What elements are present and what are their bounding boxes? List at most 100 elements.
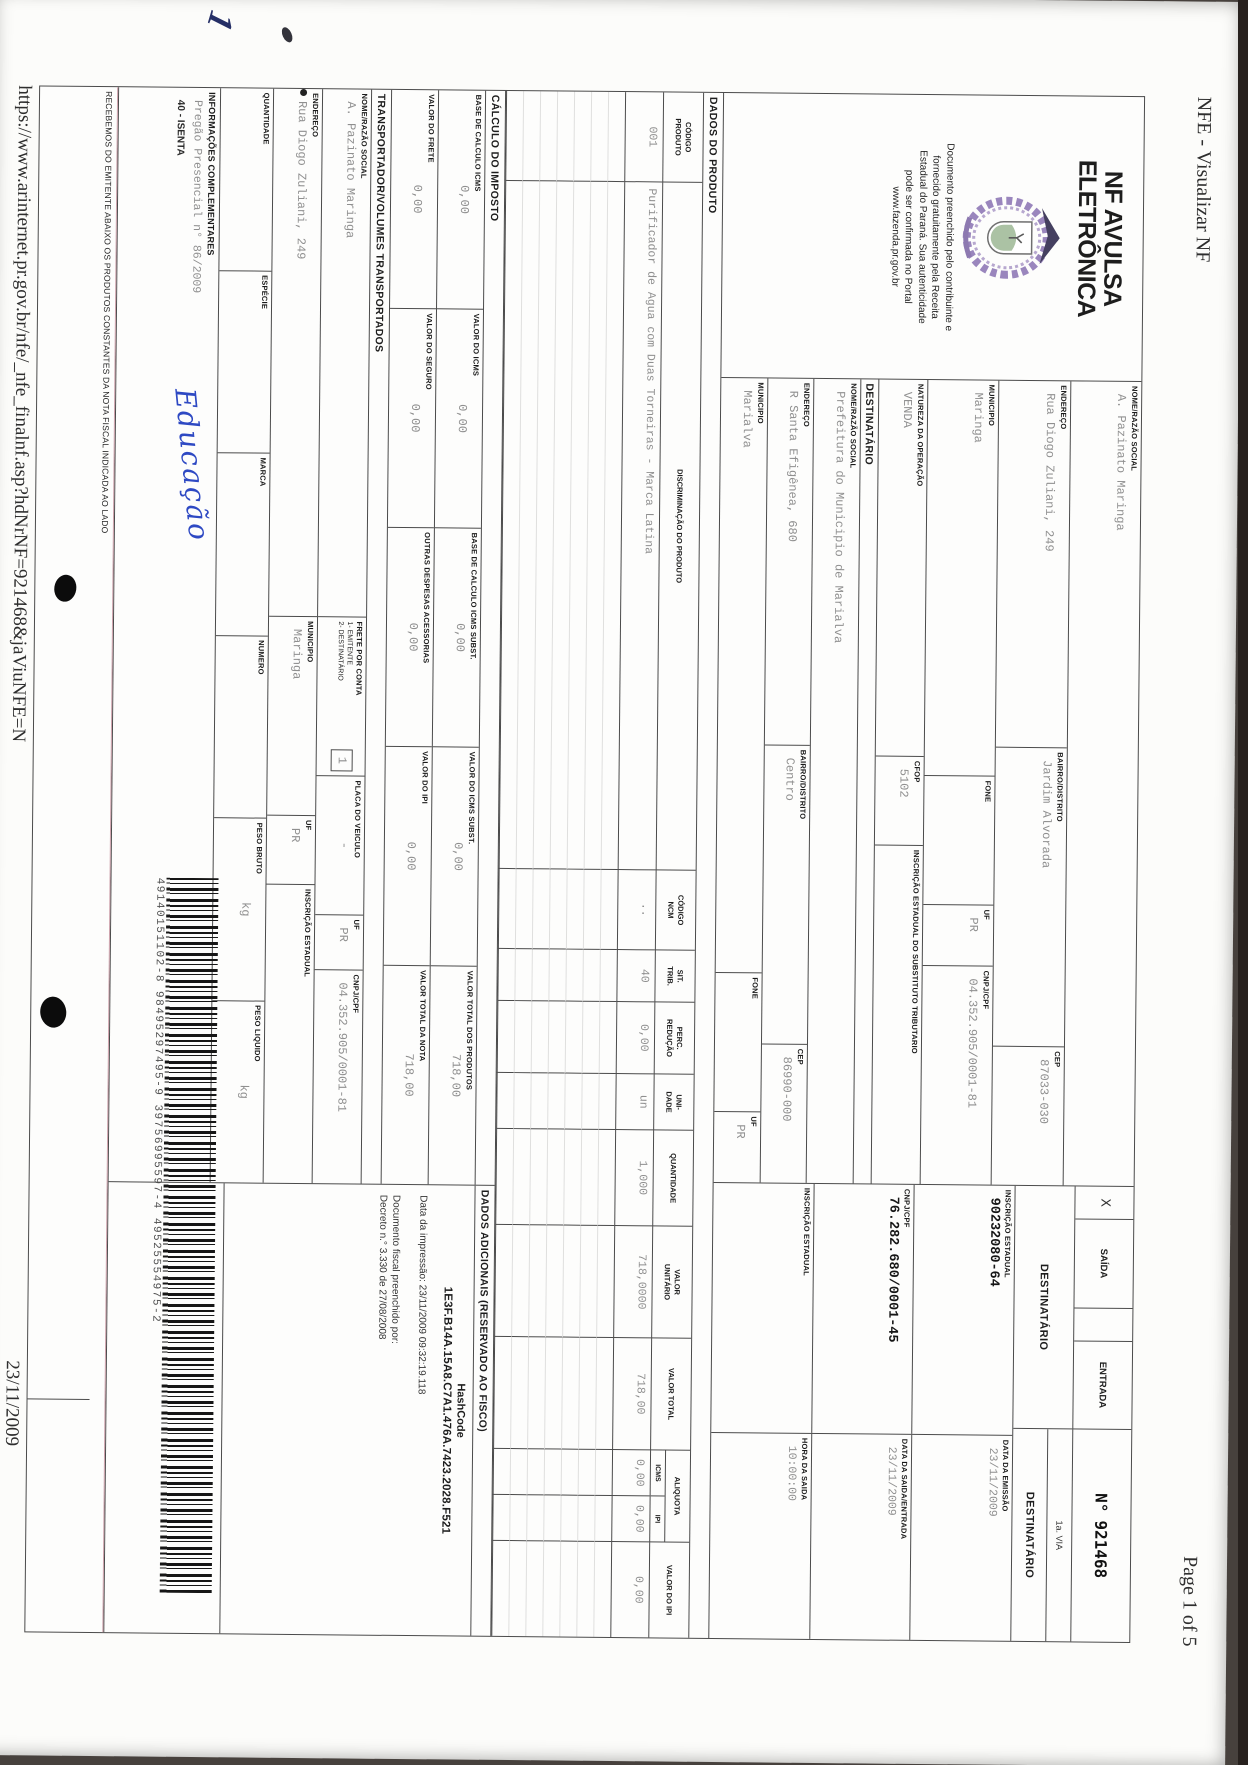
ipi-total-label: VALOR DO IPI — [420, 751, 430, 804]
volume-number-label: NUMERO — [256, 640, 266, 675]
product-empty-cell — [531, 949, 549, 1002]
invoice-number: N° 921468 — [1070, 1429, 1132, 1642]
product-empty-cell — [577, 1495, 595, 1542]
product-empty-cell — [595, 1337, 614, 1451]
product-empty-cell — [545, 1225, 564, 1338]
freight-value-value: 0,00 — [409, 184, 425, 214]
exit-time-value: 10:00:00 — [784, 1445, 798, 1502]
product-empty-cell — [556, 91, 575, 182]
product-empty-cell — [539, 91, 558, 182]
other-expenses-cell: OUTRAS DESPESAS ACESSORIAS 0,00 — [385, 527, 434, 748]
issuer-city-value: Maringa — [970, 392, 986, 443]
invoice-number-cell: N° 921468 1a. VIA DESTINATÁRIO — [1011, 1429, 1132, 1642]
operation-nature-row: NATUREZA DA OPERAÇÃO VENDA CFOP 5102 INS… — [870, 379, 927, 1184]
recipient-phone-value — [747, 977, 748, 1107]
recipient-address-row: ENDEREÇO R Santa Efigênea, 680 BAIRRO/DI… — [759, 378, 814, 1183]
form-title: NF AVULSA ELETRÔNICA — [1072, 104, 1127, 372]
aliquota-ipi-header: IPI — [653, 1514, 661, 1524]
recipient-cnpj-cell: CNPJ/CPF 76.282.680/0001-45 — [810, 1183, 914, 1434]
handwritten-page-mark: 1 — [199, 6, 243, 36]
issuer-cnpj-value: 04.352.905/0001-81 — [964, 978, 980, 1109]
product-empty-cell — [581, 1001, 600, 1074]
issuer-city-row: MUNICIPIO Maringa FONE UF PR CNPJ/CPF 04… — [919, 379, 999, 1185]
carrier-city-cell: MUNICIPIO Maringa — [267, 616, 318, 817]
issuer-address-row: ENDEREÇO Rua Diogo Zuliani, 249 BAIRRO/D… — [990, 380, 1070, 1186]
recipient-district-cell: BAIRRO/DISTRITO Centro — [761, 745, 811, 1045]
product-empty-cell — [494, 1224, 513, 1338]
product-empty-cell — [547, 1073, 565, 1130]
issuer-address-label: ENDEREÇO — [1058, 385, 1068, 430]
issuer-phone-value — [980, 781, 981, 901]
issuer-cep-value: 87033-030 — [1035, 1059, 1051, 1125]
col-header-ipi-value: VALOR DO IPI — [648, 1542, 690, 1638]
invoice-total-label: VALOR TOTAL DA NOTA — [417, 970, 428, 1062]
hashcode-box: HashCode 1E3F.B14A.15A8.C7A1.476A.7423.2… — [219, 1183, 475, 1636]
issuer-district-value: Jardim Alvorada — [1038, 760, 1054, 869]
product-empty-cell — [548, 869, 567, 950]
issuer-and-recipient-fields: NOME/RAZÃO SOCIAL A. Pazinato Maringa EN… — [714, 378, 1142, 1187]
col-header-total-value: VALOR TOTAL — [650, 1338, 692, 1451]
emission-date-cell: DATA DA EMISSÃO 23/11/2009 — [909, 1434, 1013, 1641]
icms-base-cell: BASE DE CALCULO ICMS 0,00 — [437, 90, 486, 310]
product-empty-cell — [559, 1541, 578, 1637]
issuer-phone-label: FONE — [983, 780, 993, 803]
carrier-cnpj-value: 04.352.905/0001-81 — [334, 982, 350, 1113]
product-empty-cell — [495, 1128, 514, 1226]
icms-value-value: 0,00 — [454, 404, 470, 434]
ink-blot — [279, 25, 295, 44]
icms-subst-base-value: 0,00 — [452, 623, 468, 652]
product-aliq-icms: 0,00 — [611, 1450, 651, 1497]
entry-exit-cell: X SAÍDA ENTRADA DESTINATÁRIO — [1013, 1185, 1134, 1431]
recipient-cnpj-value: 76.282.680/0001-45 — [884, 1196, 901, 1343]
product-empty-cell — [596, 1225, 615, 1339]
exit-date-value: 23/11/2009 — [884, 1446, 899, 1516]
products-total-cell: VALOR TOTAL DOS PRODUTOS 718,00 — [429, 966, 477, 1184]
carrier-uf2-cell: UF PR — [266, 815, 316, 886]
issuer-address-cell: ENDEREÇO Rua Diogo Zuliani, 249 — [995, 380, 1070, 749]
net-weight-cell: PESO LIQUIDO kg — [211, 1001, 265, 1183]
issuer-phone-cell: FONE — [922, 775, 995, 906]
product-empty-cell — [526, 1449, 545, 1496]
icms-subst-base-label: BASE DE CALCULO ICMS SUBST. — [468, 532, 479, 660]
product-empty-cell — [542, 1541, 561, 1637]
freight-account-cell: FRETE POR CONTA 1- EMITENTE 2- DESTINATÁ… — [316, 617, 367, 777]
net-weight-label: PESO LIQUIDO — [252, 1005, 263, 1062]
authenticity-notice: Documento preenchido pelo contribuinte e… — [889, 143, 956, 332]
col-header-ncm: CÓDIGO NCM — [654, 870, 696, 951]
browser-print-footer-url: https://www.arinternet.pr.gov.br/nfe/_nf… — [7, 85, 36, 743]
header-section: NF AVULSA ELETRÔNICA Documento preenchid… — [708, 93, 1145, 1642]
volumes-row: QUANTIDADE ESPÉCIE MARCA NUMERO PESO BRU… — [209, 88, 274, 1183]
product-description: Purificador de Agua com Duas Torneiras -… — [617, 182, 663, 871]
issuer-address-value: Rua Diogo Zuliani, 249 — [1041, 393, 1057, 552]
product-empty-cell — [560, 1495, 578, 1542]
insurance-value-label: VALOR DO SEGURO — [424, 313, 434, 390]
volume-quantity-label: QUANTIDADE — [261, 92, 272, 145]
hashcode-label: HashCode — [454, 1383, 467, 1438]
aliquota-subheaders: ICMS IPI — [650, 1450, 667, 1542]
cfop-cell: CFOP 5102 — [874, 756, 924, 846]
substitute-ie-cell: INSCRIÇÃO ESTADUAL DO SUBSTITUTO TRIBUTA… — [872, 846, 923, 1184]
recipient-ie-cell: INSCRIÇÃO ESTADUAL — [711, 1183, 813, 1433]
filled-by-line: Documento fiscal preenchido por: — [389, 1194, 402, 1344]
product-empty-cell — [598, 1001, 617, 1075]
recipient-section-label: DESTINATÁRIO — [862, 383, 876, 466]
vehicle-plate-value: - — [336, 841, 351, 850]
recipient-cnpj-label: CNPJ/CPF — [902, 1188, 912, 1228]
entry-exit-boxes: X SAÍDA ENTRADA — [1072, 1186, 1134, 1430]
volume-quantity-cell: QUANTIDADE — [219, 88, 274, 272]
volume-number-cell: NUMERO — [214, 635, 268, 819]
parana-coat-of-arms-icon — [962, 196, 1060, 279]
invoice-number-prefix: N° — [1091, 1493, 1112, 1513]
product-empty-cell — [505, 90, 524, 182]
browser-print-header-title: NFE - Visualizar NF — [1191, 96, 1216, 263]
invoice-copy-label: 1a. VIA — [1045, 1429, 1073, 1642]
product-empty-cell — [564, 1001, 583, 1074]
product-empty-cell — [509, 1449, 528, 1496]
recipient-district-label: BAIRRO/DISTRITO — [798, 749, 809, 820]
operation-nature-label: NATUREZA DA OPERAÇÃO — [914, 383, 925, 487]
product-empty-cell — [497, 868, 516, 950]
icms-value-label: VALOR DO ICMS — [471, 313, 481, 377]
number-and-dates-column: X SAÍDA ENTRADA DESTINATÁRIO N° 921468 1… — [709, 1181, 1134, 1642]
issuer-name-row: NOME/RAZÃO SOCIAL A. Pazinato Maringa — [1062, 381, 1142, 1187]
